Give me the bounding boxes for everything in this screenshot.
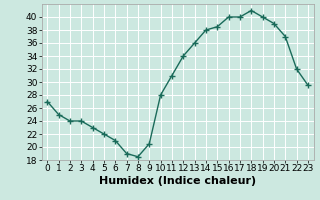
X-axis label: Humidex (Indice chaleur): Humidex (Indice chaleur): [99, 176, 256, 186]
